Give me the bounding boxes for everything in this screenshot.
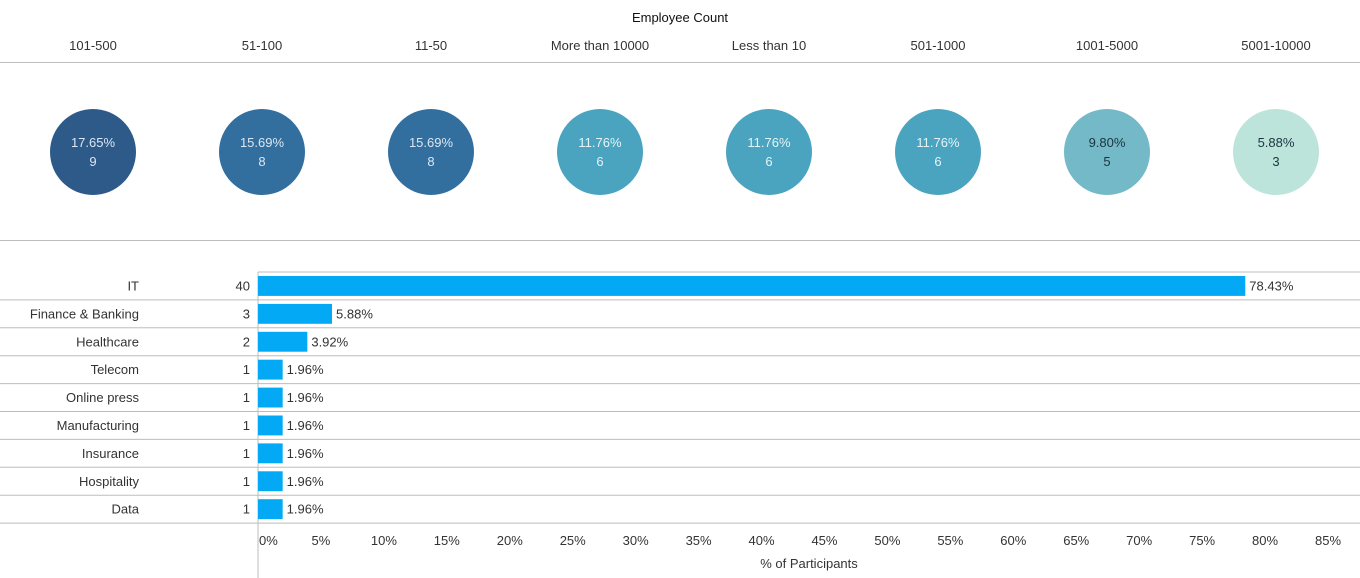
bar-value-label: 1.96% <box>287 474 324 489</box>
x-tick-label: 65% <box>1063 533 1089 548</box>
category-label: Data <box>112 502 140 517</box>
bar <box>258 331 308 352</box>
x-tick-label: 0% <box>259 533 278 548</box>
bar <box>258 415 283 436</box>
x-tick-label: 85% <box>1315 533 1341 548</box>
category-label: Manufacturing <box>57 418 139 433</box>
bubble-count-label: 8 <box>258 154 266 169</box>
bubble-count-label: 6 <box>765 154 773 169</box>
bubble-count-label: 8 <box>427 154 435 169</box>
employee-count-bubble: 11.76% 6 <box>557 109 643 195</box>
employee-count-category-label: 5001-10000 <box>1241 38 1311 53</box>
x-tick-label: 45% <box>811 533 837 548</box>
employee-count-category-label: 11-50 <box>414 38 448 53</box>
x-tick-label: 55% <box>937 533 963 548</box>
bar <box>258 303 333 324</box>
employee-count-bubble: 15.69% 8 <box>388 109 474 195</box>
count-label: 1 <box>243 446 250 461</box>
x-tick-label: 35% <box>686 533 712 548</box>
x-tick-label: 70% <box>1126 533 1152 548</box>
bar-value-label: 1.96% <box>287 362 324 377</box>
x-tick-label: 40% <box>749 533 775 548</box>
x-tick-label: 80% <box>1252 533 1278 548</box>
count-label: 3 <box>243 306 250 321</box>
bar-value-label: 3.92% <box>311 334 348 349</box>
x-axis-label: % of Participants <box>760 556 858 571</box>
employee-count-category-label: 1001-5000 <box>1075 38 1139 53</box>
count-label: 1 <box>243 502 250 517</box>
employee-count-bubble: 15.69% 8 <box>219 109 305 195</box>
bubble-percent-label: 11.76% <box>747 135 791 150</box>
bubble-percent-label: 5.88% <box>1257 135 1295 150</box>
bubble-count-label: 5 <box>1103 154 1111 169</box>
divider-middle <box>0 240 1360 241</box>
x-tick-label: 30% <box>623 533 649 548</box>
employee-count-category-label: More than 10000 <box>550 38 650 53</box>
category-label: IT <box>127 278 139 293</box>
x-tick-label: 20% <box>497 533 523 548</box>
category-label: Telecom <box>91 362 139 377</box>
x-tick-label: 50% <box>874 533 900 548</box>
employee-count-title: Employee Count <box>631 10 729 25</box>
x-tick-label: 25% <box>560 533 586 548</box>
bubble-percent-label: 11.76% <box>916 135 960 150</box>
employee-count-category-label: 51-100 <box>241 38 283 53</box>
x-tick-label: 5% <box>312 533 331 548</box>
bar <box>258 276 1246 296</box>
bubble-percent-label: 9.80% <box>1088 135 1126 150</box>
category-label: Online press <box>66 390 139 405</box>
count-label: 1 <box>243 362 250 377</box>
bar <box>258 471 283 492</box>
employee-count-bubble: 11.76% 6 <box>726 109 812 195</box>
category-label: Finance & Banking <box>30 306 139 321</box>
bar-value-label: 1.96% <box>287 502 324 517</box>
category-label: Insurance <box>82 446 139 461</box>
bar-value-label: 78.43% <box>1249 278 1294 293</box>
bar <box>258 499 283 520</box>
employee-count-category-label: Less than 10 <box>731 38 807 53</box>
employee-count-category-label: 101-500 <box>69 38 117 53</box>
employee-count-category-label: 501-1000 <box>910 38 966 53</box>
bubble-percent-label: 11.76% <box>578 135 622 150</box>
x-tick-label: 15% <box>434 533 460 548</box>
employee-count-bubble: 5.88% 3 <box>1233 109 1319 195</box>
bar <box>258 443 283 464</box>
bubble-count-label: 6 <box>596 154 604 169</box>
employee-count-bubble: 17.65% 9 <box>50 109 136 195</box>
x-tick-label: 75% <box>1189 533 1215 548</box>
category-label: Healthcare <box>76 334 139 349</box>
bubble-count-label: 9 <box>89 154 97 169</box>
bar-value-label: 1.96% <box>287 418 324 433</box>
industry-bar-chart: IT 40 78.43% Finance & Banking 3 5.88% Healthc… <box>0 271 1360 578</box>
employee-count-bubble: 9.80% 5 <box>1064 109 1150 195</box>
employee-count-bubble: 11.76% 6 <box>895 109 981 195</box>
x-tick-label: 60% <box>1000 533 1026 548</box>
count-label: 1 <box>243 474 250 489</box>
category-label: Hospitality <box>79 474 139 489</box>
bubble-count-label: 6 <box>934 154 942 169</box>
count-label: 40 <box>236 278 250 293</box>
bar-value-label: 1.96% <box>287 446 324 461</box>
divider-top <box>0 62 1360 63</box>
bar <box>258 359 283 380</box>
bubble-percent-label: 15.69% <box>408 135 454 150</box>
bar-value-label: 1.96% <box>287 390 324 405</box>
bubble-percent-label: 15.69% <box>239 135 285 150</box>
bar-value-label: 5.88% <box>336 306 373 321</box>
bubble-count-label: 3 <box>1272 154 1280 169</box>
count-label: 2 <box>243 334 250 349</box>
count-label: 1 <box>243 418 250 433</box>
x-tick-label: 10% <box>371 533 397 548</box>
bar <box>258 387 283 408</box>
bubble-percent-label: 17.65% <box>70 135 116 150</box>
count-label: 1 <box>243 390 250 405</box>
